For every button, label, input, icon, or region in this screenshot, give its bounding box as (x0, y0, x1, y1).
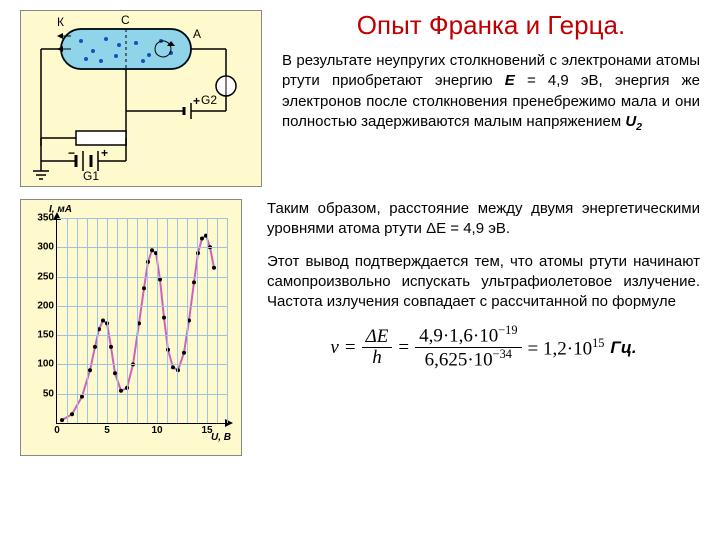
f2-den: 6,625·10−34 (421, 348, 516, 371)
label-K: К (57, 15, 64, 29)
p1-Usub: 2 (636, 121, 642, 133)
f-rhs-exp: 15 (592, 336, 604, 350)
plot-area: 50100150200250300350051015 (56, 218, 227, 424)
p1-E: E (505, 72, 515, 89)
f2-num-exp: −19 (498, 323, 517, 337)
curve-svg (57, 218, 227, 423)
f2-den-exp: −34 (493, 347, 512, 361)
label-C: С (121, 13, 130, 27)
f-frac2: 4,9·1,6·10−19 6,625·10−34 (415, 324, 521, 371)
paragraph-2: Таким образом, расстояние между двумя эн… (267, 199, 700, 240)
f2-num-base: 4,9·1,6·10 (419, 326, 498, 347)
paragraph-3: Этот вывод подтверждается тем, что атомы… (267, 252, 700, 313)
top-text: Опыт Франка и Герца. В результате неупру… (282, 10, 700, 187)
xlabel: U, В (211, 432, 231, 443)
f-rhs: = 1,2·1015 (528, 336, 605, 360)
svg-text:−: − (68, 146, 75, 160)
top-row: + − + (20, 10, 700, 187)
label-A: А (193, 27, 201, 41)
svg-text:+: + (101, 146, 108, 160)
f-lhs: ν (330, 337, 338, 359)
circuit-diagram: + − + (20, 10, 262, 187)
page-title: Опыт Франка и Герца. (282, 10, 700, 41)
f-frac1: ΔE h (362, 327, 393, 370)
f-rhs-base: = 1,2·10 (528, 338, 593, 359)
formula: ν = ΔE h = 4,9·1,6·10−19 6,625·10−34 = 1… (267, 324, 700, 371)
f1-num: ΔE (362, 327, 393, 349)
bottom-row: I, мА U, В 50100150200250300350051015 Та… (20, 199, 700, 456)
bottom-text: Таким образом, расстояние между двумя эн… (267, 199, 700, 456)
label-G2: G2 (201, 93, 217, 107)
f1-den: h (368, 348, 386, 369)
circuit-svg: + − + (21, 11, 261, 186)
f-eq2: = (398, 337, 409, 359)
f2-den-base: 6,625·10 (425, 350, 493, 371)
f-unit: Гц. (610, 338, 636, 358)
f2-num: 4,9·1,6·10−19 (415, 324, 521, 348)
label-G1: G1 (83, 169, 99, 183)
p1-U: U (625, 113, 636, 130)
svg-text:+: + (193, 94, 200, 108)
iv-chart: I, мА U, В 50100150200250300350051015 (20, 199, 242, 456)
paragraph-1: В результате неупругих столкновений с эл… (282, 51, 700, 134)
f-eq1: = (345, 337, 356, 359)
